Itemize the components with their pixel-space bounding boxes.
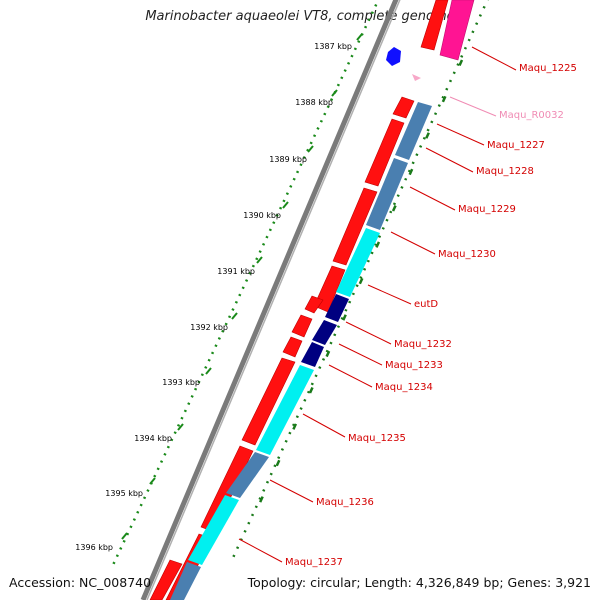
gc-dots <box>230 0 489 561</box>
gene-label-maqu-1235: Maqu_1235 <box>348 433 406 444</box>
gene-label-maqu-1225: Maqu_1225 <box>519 63 577 74</box>
kbp-tick-1392: 1392 kbp <box>190 312 238 332</box>
gene-label-eutd: eutD <box>414 299 438 310</box>
accession-text: Accession: NC_008740 <box>9 575 152 590</box>
kbp-label: 1390 kbp <box>243 211 281 220</box>
gene-label-maqu-1233: Maqu_1233 <box>385 360 443 371</box>
gene-label-maqu-1234: Maqu_1234 <box>375 382 433 393</box>
cog-block <box>336 228 380 297</box>
kbp-label: 1389 kbp <box>269 155 307 164</box>
gene-label-maqu-1228: Maqu_1228 <box>476 166 534 177</box>
kbp-label: 1393 kbp <box>162 378 200 387</box>
gene-label-maqu-1227: Maqu_1227 <box>487 140 545 151</box>
blue-feature-marker <box>386 47 401 66</box>
cds-block <box>304 295 324 314</box>
kbp-label: 1396 kbp <box>75 543 113 552</box>
cog-block <box>301 342 324 367</box>
kbp-tick-1395: 1395 kbp <box>105 477 156 498</box>
kbp-label: 1391 kbp <box>217 267 255 276</box>
pink-rna-marker <box>412 74 421 81</box>
kbp-label: 1388 kbp <box>295 98 333 107</box>
cds-block <box>364 118 405 187</box>
gene-label-maqu-1236: Maqu_1236 <box>316 497 374 508</box>
rna-block <box>439 0 475 61</box>
kbp-label: 1392 kbp <box>190 323 228 332</box>
label-leaders <box>238 46 517 563</box>
cog-feature-ring <box>170 102 432 600</box>
gene-label-maqu-1229: Maqu_1229 <box>458 204 516 215</box>
gene-label-maqu-1230: Maqu_1230 <box>438 249 496 260</box>
kbp-tick-1387: 1387 kbp <box>314 33 363 51</box>
rna-features <box>439 0 475 61</box>
kbp-label: 1395 kbp <box>105 489 143 498</box>
cog-block <box>325 294 349 322</box>
cog-block <box>226 452 269 498</box>
cds-block <box>332 187 378 266</box>
genome-summary-text: Topology: circular; Length: 4,326,849 bp… <box>247 575 591 590</box>
cog-block <box>366 158 408 230</box>
kbp-tick-1396: 1396 kbp <box>75 532 128 552</box>
cds-block <box>241 357 296 446</box>
gene-label-maqu-r0032: Maqu_R0032 <box>499 110 564 121</box>
cog-block <box>312 320 337 345</box>
genome-backbone <box>140 0 399 600</box>
forward-strand-features <box>149 0 449 600</box>
kbp-label: 1387 kbp <box>314 42 352 51</box>
kbp-tick-1391: 1391 kbp <box>217 256 263 276</box>
cds-block <box>420 0 449 51</box>
cds-block <box>291 314 313 338</box>
cog-block <box>395 102 432 160</box>
kbp-label: 1394 kbp <box>134 434 172 443</box>
cog-block <box>188 495 239 565</box>
cog-block <box>256 365 314 455</box>
kbp-ticks: 1387 kbp 1388 kbp 1389 kbp 1390 kbp 1391… <box>75 33 363 552</box>
kbp-tick-1388: 1388 kbp <box>295 89 338 107</box>
kbp-tick-1394: 1394 kbp <box>134 423 184 443</box>
cds-block <box>149 559 183 600</box>
kbp-tick-1393: 1393 kbp <box>162 367 212 387</box>
cds-block <box>392 96 415 119</box>
kbp-tick-1389: 1389 kbp <box>269 145 314 164</box>
map-title: Marinobacter aquaeolei VT8, complete gen… <box>145 9 455 24</box>
gene-label-maqu-1237: Maqu_1237 <box>285 557 343 568</box>
gene-label-maqu-1232: Maqu_1232 <box>394 339 452 350</box>
kbp-scale-dots <box>111 0 380 566</box>
cog-block <box>170 562 201 600</box>
gene-labels: Maqu_1225 Maqu_R0032 Maqu_1227 Maqu_1228… <box>285 63 577 568</box>
kbp-tick-1390: 1390 kbp <box>243 201 289 220</box>
cds-block <box>282 336 303 358</box>
